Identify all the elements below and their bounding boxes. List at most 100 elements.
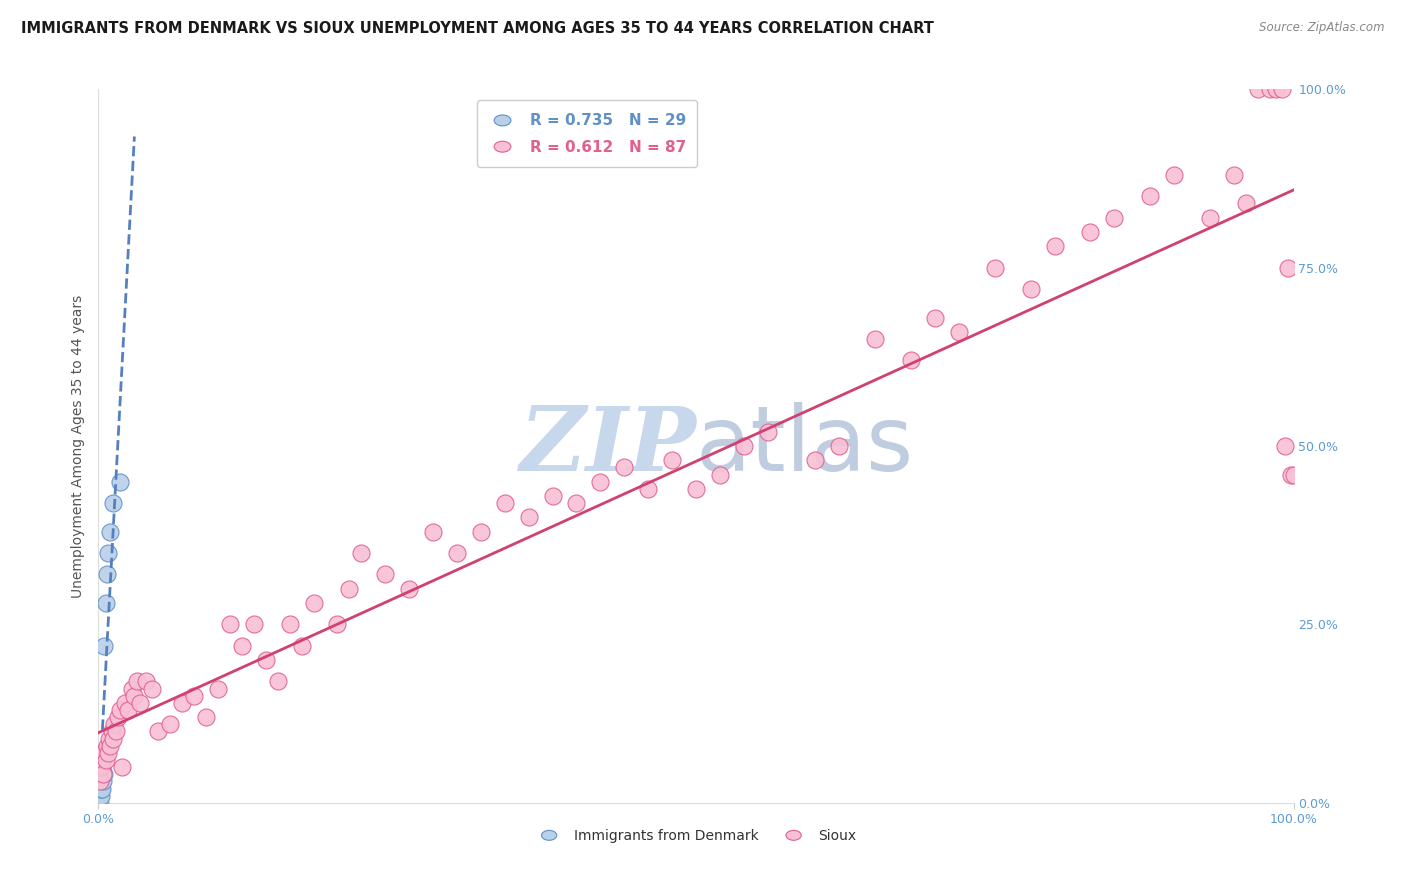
Point <box>1277 260 1299 275</box>
Point <box>91 767 114 781</box>
Point <box>231 639 253 653</box>
Point <box>278 617 301 632</box>
Point <box>87 767 110 781</box>
Point <box>1080 225 1102 239</box>
Text: ZIP: ZIP <box>520 403 696 489</box>
Point <box>804 453 827 467</box>
Point <box>87 796 110 810</box>
Legend: Immigrants from Denmark, Sioux: Immigrants from Denmark, Sioux <box>530 822 862 849</box>
Point <box>1258 82 1281 96</box>
Point <box>1282 467 1305 482</box>
Point <box>87 767 110 781</box>
Point <box>565 496 588 510</box>
Point <box>398 582 420 596</box>
Point <box>1279 467 1302 482</box>
Point <box>91 753 114 767</box>
Point <box>172 696 194 710</box>
Point <box>613 460 636 475</box>
Point <box>243 617 266 632</box>
Point <box>948 325 970 339</box>
Point <box>94 596 117 610</box>
Point <box>96 739 118 753</box>
Point <box>254 653 277 667</box>
Point <box>108 475 131 489</box>
Point <box>103 717 125 731</box>
Point <box>87 781 110 796</box>
Point <box>733 439 755 453</box>
Point <box>1104 211 1126 225</box>
Point <box>97 746 120 760</box>
Point <box>89 774 111 789</box>
Point <box>326 617 349 632</box>
Point <box>114 696 136 710</box>
Text: Source: ZipAtlas.com: Source: ZipAtlas.com <box>1260 21 1385 34</box>
Point <box>89 760 111 774</box>
Point <box>94 753 117 767</box>
Point <box>87 789 110 803</box>
Point <box>1264 82 1286 96</box>
Point <box>135 674 157 689</box>
Point <box>494 496 516 510</box>
Point <box>111 760 134 774</box>
Point <box>148 724 170 739</box>
Point <box>302 596 325 610</box>
Point <box>121 681 143 696</box>
Point <box>1199 211 1222 225</box>
Point <box>374 567 396 582</box>
Point <box>900 353 922 368</box>
Point <box>984 260 1007 275</box>
Point <box>90 789 112 803</box>
Text: atlas: atlas <box>696 402 914 490</box>
Point <box>93 639 115 653</box>
Point <box>97 546 120 560</box>
Point <box>107 710 129 724</box>
Point <box>159 717 181 731</box>
Point <box>89 767 111 781</box>
Point <box>90 760 112 774</box>
Point <box>756 425 779 439</box>
Point <box>89 796 111 810</box>
Point <box>87 760 110 774</box>
Point <box>89 781 111 796</box>
Point <box>267 674 290 689</box>
Point <box>90 746 112 760</box>
Point <box>141 681 163 696</box>
Point <box>195 710 218 724</box>
Point <box>108 703 131 717</box>
Point <box>865 332 887 346</box>
Point <box>98 731 121 746</box>
Point <box>101 496 124 510</box>
Point <box>661 453 683 467</box>
Point <box>105 724 128 739</box>
Point <box>93 767 115 781</box>
Point <box>470 524 492 539</box>
Point <box>125 674 148 689</box>
Y-axis label: Unemployment Among Ages 35 to 44 years: Unemployment Among Ages 35 to 44 years <box>70 294 84 598</box>
Point <box>924 310 946 325</box>
Point <box>1043 239 1066 253</box>
Point <box>517 510 540 524</box>
Point <box>96 567 118 582</box>
Point <box>1274 439 1296 453</box>
Point <box>350 546 373 560</box>
Point <box>541 489 564 503</box>
Point <box>1223 168 1246 182</box>
Point <box>91 753 114 767</box>
Point <box>1139 189 1161 203</box>
Point <box>98 739 122 753</box>
Point <box>91 781 114 796</box>
Point <box>98 524 122 539</box>
Point <box>87 760 110 774</box>
Point <box>89 774 111 789</box>
Point <box>1019 282 1042 296</box>
Point <box>90 781 112 796</box>
Point <box>87 774 110 789</box>
Point <box>183 689 205 703</box>
Point <box>101 731 124 746</box>
Point <box>291 639 314 653</box>
Point <box>339 582 361 596</box>
Point <box>87 796 110 810</box>
Point <box>1234 196 1257 211</box>
Point <box>91 760 114 774</box>
Point <box>117 703 139 717</box>
